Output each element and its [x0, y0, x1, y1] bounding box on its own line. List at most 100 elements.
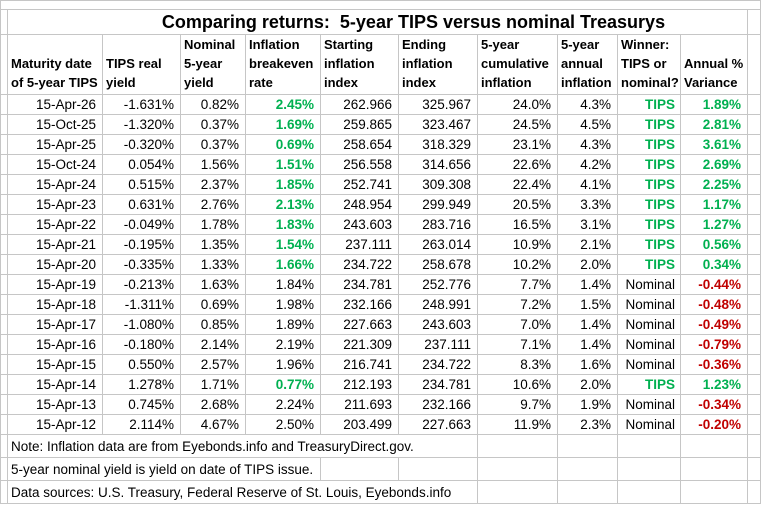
cell-tips-real-yield-row11[interactable]: -1.311%	[103, 295, 181, 315]
cell-winner-row13[interactable]: Nominal	[618, 335, 681, 355]
cell-maturity-row4[interactable]: 15-Oct-24	[8, 155, 103, 175]
cell-starting-index-row4[interactable]: 256.558	[321, 155, 399, 175]
cell-winner-row16[interactable]: Nominal	[618, 395, 681, 415]
cell-nominal-yield-row3[interactable]: 0.37%	[181, 135, 246, 155]
cell-winner-row10[interactable]: Nominal	[618, 275, 681, 295]
table-title[interactable]: Comparing returns: 5-year TIPS versus no…	[8, 10, 748, 35]
header-ending-index[interactable]: Ending inflation index	[399, 35, 478, 95]
cell-ending-index-row3[interactable]: 318.329	[399, 135, 478, 155]
cell-annual-variance-row1[interactable]: 1.89%	[681, 95, 748, 115]
cell-cumulative-inflation-row17[interactable]: 11.9%	[478, 415, 558, 435]
header-annual-variance[interactable]: Annual % Variance	[681, 35, 748, 95]
header-maturity-date[interactable]: Maturity date of 5-year TIPS	[8, 35, 103, 95]
cell-breakeven-rate-row17[interactable]: 2.50%	[246, 415, 321, 435]
cell-tips-real-yield-row1[interactable]: -1.631%	[103, 95, 181, 115]
cell-nominal-yield-row5[interactable]: 2.37%	[181, 175, 246, 195]
cell-annual-variance-row16[interactable]: -0.34%	[681, 395, 748, 415]
cell-cumulative-inflation-row16[interactable]: 9.7%	[478, 395, 558, 415]
cell-breakeven-rate-row16[interactable]: 2.24%	[246, 395, 321, 415]
cell-annual-variance-row13[interactable]: -0.79%	[681, 335, 748, 355]
cell-nominal-yield-row6[interactable]: 2.76%	[181, 195, 246, 215]
cell-cumulative-inflation-row14[interactable]: 8.3%	[478, 355, 558, 375]
cell-starting-index-row14[interactable]: 216.741	[321, 355, 399, 375]
cell-starting-index-row13[interactable]: 221.309	[321, 335, 399, 355]
cell-annual-inflation-row3[interactable]: 4.3%	[558, 135, 618, 155]
cell-maturity-row11[interactable]: 15-Apr-18	[8, 295, 103, 315]
cell-maturity-row17[interactable]: 15-Apr-12	[8, 415, 103, 435]
cell-ending-index-row15[interactable]: 234.781	[399, 375, 478, 395]
cell-maturity-row2[interactable]: 15-Oct-25	[8, 115, 103, 135]
cell-cumulative-inflation-row3[interactable]: 23.1%	[478, 135, 558, 155]
header-cumulative-inflation[interactable]: 5-year cumulative inflation	[478, 35, 558, 95]
cell-tips-real-yield-row15[interactable]: 1.278%	[103, 375, 181, 395]
cell-breakeven-rate-row8[interactable]: 1.54%	[246, 235, 321, 255]
cell-ending-index-row17[interactable]: 227.663	[399, 415, 478, 435]
cell-winner-row7[interactable]: TIPS	[618, 215, 681, 235]
cell-annual-variance-row10[interactable]: -0.44%	[681, 275, 748, 295]
cell-annual-variance-row2[interactable]: 2.81%	[681, 115, 748, 135]
cell-annual-variance-row7[interactable]: 1.27%	[681, 215, 748, 235]
cell-annual-inflation-row4[interactable]: 4.2%	[558, 155, 618, 175]
cell-starting-index-row16[interactable]: 211.693	[321, 395, 399, 415]
cell-winner-row12[interactable]: Nominal	[618, 315, 681, 335]
cell-cumulative-inflation-row13[interactable]: 7.1%	[478, 335, 558, 355]
cell-starting-index-row5[interactable]: 252.741	[321, 175, 399, 195]
cell-maturity-row7[interactable]: 15-Apr-22	[8, 215, 103, 235]
cell-nominal-yield-row2[interactable]: 0.37%	[181, 115, 246, 135]
cell-tips-real-yield-row10[interactable]: -0.213%	[103, 275, 181, 295]
cell-cumulative-inflation-row7[interactable]: 16.5%	[478, 215, 558, 235]
cell-ending-index-row13[interactable]: 237.111	[399, 335, 478, 355]
header-winner[interactable]: Winner: TIPS or nominal?	[618, 35, 681, 95]
cell-winner-row8[interactable]: TIPS	[618, 235, 681, 255]
cell-starting-index-row3[interactable]: 258.654	[321, 135, 399, 155]
cell-tips-real-yield-row3[interactable]: -0.320%	[103, 135, 181, 155]
cell-nominal-yield-row15[interactable]: 1.71%	[181, 375, 246, 395]
cell-nominal-yield-row13[interactable]: 2.14%	[181, 335, 246, 355]
cell-starting-index-row10[interactable]: 234.781	[321, 275, 399, 295]
cell-nominal-yield-row8[interactable]: 1.35%	[181, 235, 246, 255]
cell-annual-variance-row9[interactable]: 0.34%	[681, 255, 748, 275]
cell-tips-real-yield-row7[interactable]: -0.049%	[103, 215, 181, 235]
cell-tips-real-yield-row8[interactable]: -0.195%	[103, 235, 181, 255]
cell-nominal-yield-row16[interactable]: 2.68%	[181, 395, 246, 415]
cell-nominal-yield-row4[interactable]: 1.56%	[181, 155, 246, 175]
cell-starting-index-row17[interactable]: 203.499	[321, 415, 399, 435]
cell-winner-row4[interactable]: TIPS	[618, 155, 681, 175]
cell-cumulative-inflation-row4[interactable]: 22.6%	[478, 155, 558, 175]
note-nominal-yield[interactable]: 5-year nominal yield is yield on date of…	[8, 458, 321, 481]
cell-winner-row11[interactable]: Nominal	[618, 295, 681, 315]
cell-annual-inflation-row5[interactable]: 4.1%	[558, 175, 618, 195]
cell-ending-index-row14[interactable]: 234.722	[399, 355, 478, 375]
header-breakeven-rate[interactable]: Inflation breakeven rate	[246, 35, 321, 95]
cell-tips-real-yield-row17[interactable]: 2.114%	[103, 415, 181, 435]
cell-nominal-yield-row12[interactable]: 0.85%	[181, 315, 246, 335]
cell-nominal-yield-row9[interactable]: 1.33%	[181, 255, 246, 275]
cell-ending-index-row11[interactable]: 248.991	[399, 295, 478, 315]
cell-breakeven-rate-row5[interactable]: 1.85%	[246, 175, 321, 195]
cell-breakeven-rate-row10[interactable]: 1.84%	[246, 275, 321, 295]
cell-winner-row9[interactable]: TIPS	[618, 255, 681, 275]
cell-starting-index-row12[interactable]: 227.663	[321, 315, 399, 335]
cell-starting-index-row11[interactable]: 232.166	[321, 295, 399, 315]
cell-nominal-yield-row14[interactable]: 2.57%	[181, 355, 246, 375]
cell-starting-index-row1[interactable]: 262.966	[321, 95, 399, 115]
cell-breakeven-rate-row11[interactable]: 1.98%	[246, 295, 321, 315]
cell-starting-index-row15[interactable]: 212.193	[321, 375, 399, 395]
cell-nominal-yield-row10[interactable]: 1.63%	[181, 275, 246, 295]
cell-winner-row15[interactable]: TIPS	[618, 375, 681, 395]
cell-nominal-yield-row7[interactable]: 1.78%	[181, 215, 246, 235]
cell-annual-inflation-row12[interactable]: 1.4%	[558, 315, 618, 335]
cell-annual-inflation-row7[interactable]: 3.1%	[558, 215, 618, 235]
cell-maturity-row3[interactable]: 15-Apr-25	[8, 135, 103, 155]
cell-tips-real-yield-row5[interactable]: 0.515%	[103, 175, 181, 195]
cell-ending-index-row7[interactable]: 283.716	[399, 215, 478, 235]
header-nominal-yield[interactable]: Nominal 5-year yield	[181, 35, 246, 95]
cell-annual-inflation-row9[interactable]: 2.0%	[558, 255, 618, 275]
cell-breakeven-rate-row4[interactable]: 1.51%	[246, 155, 321, 175]
cell-starting-index-row2[interactable]: 259.865	[321, 115, 399, 135]
cell-ending-index-row1[interactable]: 325.967	[399, 95, 478, 115]
note-inflation-sources[interactable]: Note: Inflation data are from Eyebonds.i…	[8, 435, 478, 458]
cell-annual-variance-row4[interactable]: 2.69%	[681, 155, 748, 175]
cell-maturity-row14[interactable]: 15-Apr-15	[8, 355, 103, 375]
cell-cumulative-inflation-row2[interactable]: 24.5%	[478, 115, 558, 135]
